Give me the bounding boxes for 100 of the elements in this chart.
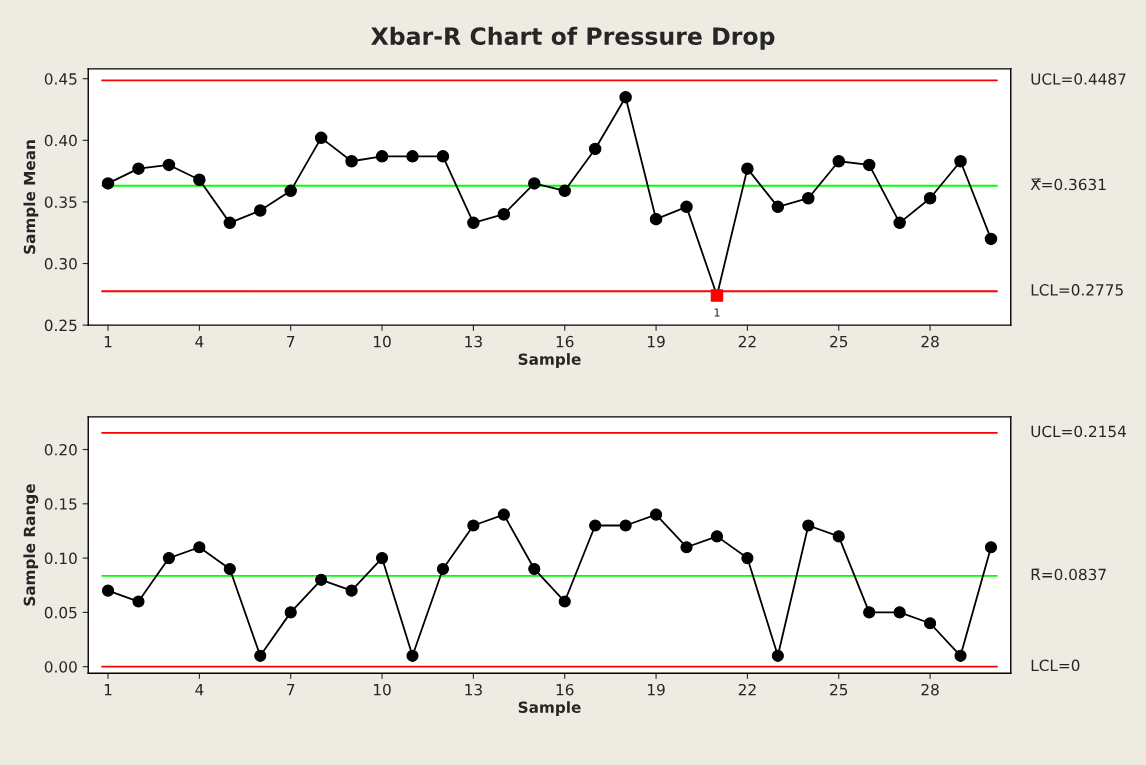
point	[710, 289, 724, 302]
point	[193, 541, 206, 554]
x-axis-title: Sample	[518, 701, 581, 716]
point	[375, 150, 389, 163]
ref-line-label: R̄=0.0837	[1031, 568, 1106, 581]
x-tick-label: 25	[830, 335, 848, 348]
x-tick-label: 7	[287, 684, 295, 696]
point	[863, 606, 876, 619]
point	[984, 232, 998, 246]
point	[345, 155, 358, 168]
point	[954, 155, 967, 168]
ref-line-label: LCL=0	[1031, 659, 1080, 672]
y-tick-label: 0.10	[44, 552, 77, 565]
point	[497, 207, 511, 221]
point	[528, 177, 541, 190]
y-tick-label: 0.35	[44, 196, 77, 208]
y-tick-label: 0.05	[44, 606, 77, 619]
point	[924, 617, 937, 630]
y-axis-title: Sample Mean	[23, 140, 39, 254]
point	[497, 508, 510, 521]
point	[771, 649, 784, 662]
annotation: 1	[714, 308, 720, 317]
point	[223, 216, 237, 230]
x-tick-label: 25	[830, 683, 848, 696]
point	[406, 649, 419, 662]
point	[254, 649, 267, 662]
y-tick-label: 0.20	[44, 443, 77, 456]
point	[802, 191, 815, 205]
y-tick-label: 0.45	[44, 73, 77, 85]
point	[315, 573, 328, 586]
point	[771, 200, 785, 214]
point	[649, 508, 663, 521]
point	[345, 584, 358, 597]
point	[528, 562, 541, 576]
x-tick-label: 10	[374, 683, 391, 696]
x-tick-label: 28	[921, 683, 939, 696]
x-tick-label: 13	[465, 335, 482, 348]
point	[680, 541, 693, 554]
point	[284, 606, 297, 619]
point	[680, 200, 693, 214]
point	[132, 162, 145, 175]
point	[284, 184, 297, 198]
point	[893, 606, 906, 619]
x-tick-label: 13	[465, 683, 482, 696]
point	[954, 649, 967, 662]
point	[588, 142, 602, 156]
point	[832, 530, 845, 543]
point	[436, 562, 450, 576]
x-tick-label: 16	[556, 683, 574, 696]
y-axis-title: Sample Range	[23, 484, 39, 606]
point	[589, 519, 602, 532]
point	[101, 584, 115, 597]
x-tick-label: 19	[648, 683, 665, 696]
x-tick-label: 7	[287, 336, 295, 348]
point	[162, 552, 175, 565]
point	[254, 204, 267, 217]
point	[467, 519, 480, 532]
x-tick-label: 19	[648, 335, 665, 348]
x-tick-label: 1	[104, 684, 112, 696]
point	[862, 158, 876, 172]
point	[375, 552, 389, 565]
point	[893, 216, 906, 230]
y-tick-label: 0.30	[44, 257, 77, 270]
point	[314, 131, 328, 145]
point	[741, 162, 754, 175]
point	[619, 90, 632, 104]
x-tick-label: 16	[556, 335, 574, 348]
ref-line-label: UCL=0.4487	[1031, 73, 1126, 85]
ref-line-label: LCL=0.2775	[1031, 284, 1123, 296]
point	[923, 191, 937, 205]
ref-line-label: UCL=0.2154	[1031, 425, 1126, 438]
point	[619, 519, 632, 532]
x-tick-label: 28	[921, 335, 939, 348]
point	[223, 562, 236, 576]
point	[984, 541, 998, 554]
point	[558, 184, 571, 198]
point	[558, 595, 571, 608]
x-tick-label: 10	[374, 335, 391, 348]
point	[741, 552, 754, 565]
point	[649, 212, 663, 226]
point	[406, 150, 419, 163]
point	[832, 155, 845, 168]
ref-line-label: X̿=0.3631	[1030, 178, 1106, 191]
chart-title: Xbar-R Chart of Pressure Drop	[370, 26, 775, 50]
point	[710, 530, 724, 543]
y-tick-label: 0.15	[44, 498, 77, 510]
y-tick-label: 0.40	[44, 134, 77, 147]
y-tick-label: 0.25	[44, 319, 77, 332]
x-tick-label: 22	[738, 335, 756, 348]
x-tick-label: 1	[104, 336, 112, 348]
x-axis-title: Sample	[518, 353, 581, 368]
x-tick-label: 22	[738, 683, 756, 696]
point	[467, 216, 480, 230]
point	[436, 150, 450, 163]
point	[132, 595, 145, 608]
x-tick-label: 4	[195, 336, 204, 348]
y-tick-label: 0.00	[44, 661, 77, 673]
point	[101, 177, 115, 190]
point	[162, 158, 176, 172]
point	[193, 173, 206, 186]
